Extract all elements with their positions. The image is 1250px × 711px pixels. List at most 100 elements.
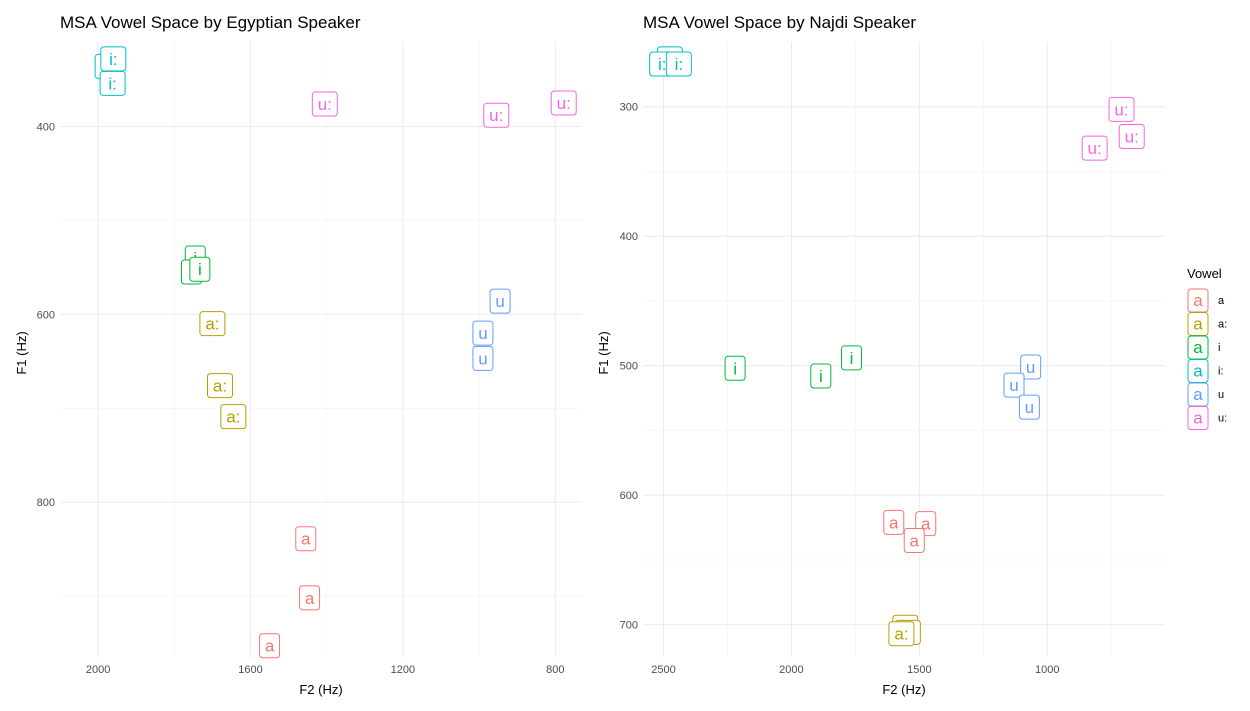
legend-item: a i: <box>1187 359 1224 383</box>
point-label-box <box>1108 96 1135 122</box>
point-label-text: a <box>301 530 311 549</box>
legend-item: a u: <box>1187 406 1227 430</box>
legend-key-glyph: a <box>1193 409 1203 428</box>
point-label-box <box>888 621 915 647</box>
point-label-box <box>665 51 692 77</box>
egyptian-y-tick-label: 400 <box>37 122 55 134</box>
point-label-text: a: <box>205 315 219 334</box>
point-label-box <box>472 320 494 346</box>
egyptian-x-tick-label: 2000 <box>86 664 110 676</box>
egyptian-x-ticks: 2000 1600 1200 800 <box>86 664 565 676</box>
point-label-box <box>220 404 247 430</box>
najdi-point-i: i <box>724 355 746 381</box>
point-label-box <box>299 585 321 611</box>
point-label-text: a: <box>213 377 227 396</box>
point-label-text: u <box>478 324 487 343</box>
egyptian-y-ticks: 400 600 800 <box>37 122 55 510</box>
egyptian-point-ilong: i: <box>100 46 127 72</box>
egyptian-point-along: a: <box>199 311 226 337</box>
legend-label: i <box>1218 342 1220 354</box>
legend-key-glyph: a <box>1193 315 1203 334</box>
point-label-text: i: <box>109 50 118 69</box>
egyptian-y-tick-label: 600 <box>37 309 55 321</box>
point-label-text: u: <box>1088 139 1102 158</box>
egyptian-chart-title: MSA Vowel Space by Egyptian Speaker <box>60 13 361 32</box>
najdi-point-a: a <box>883 509 905 535</box>
point-label-box <box>883 509 905 535</box>
najdi-point-u: u <box>1020 354 1042 380</box>
egyptian-y-axis-label: F1 (Hz) <box>14 331 29 374</box>
point-label-text: i: <box>675 55 684 74</box>
point-label-box <box>483 102 510 128</box>
point-label-box <box>99 70 126 96</box>
najdi-y-tick-label: 300 <box>620 102 638 114</box>
point-label-box <box>489 288 511 314</box>
point-label-box <box>1003 372 1025 398</box>
egyptian-point-along: a: <box>220 404 247 430</box>
point-label-text: a <box>265 637 275 656</box>
najdi-point-ulong: u: <box>1108 96 1135 122</box>
egyptian-x-tick-label: 800 <box>546 664 564 676</box>
point-label-text: a <box>305 589 315 608</box>
legend-label: u: <box>1218 413 1227 425</box>
point-label-text: u <box>495 292 504 311</box>
point-label-box <box>472 345 494 371</box>
point-label-box <box>1118 124 1145 150</box>
egyptian-x-axis-label: F2 (Hz) <box>299 682 342 697</box>
point-label-text: u: <box>1125 128 1139 147</box>
egyptian-gridlines <box>60 42 582 657</box>
najdi-point-u: u <box>1003 372 1025 398</box>
najdi-point-u: u <box>1018 394 1040 420</box>
point-label-box <box>810 363 832 389</box>
egyptian-point-i: i <box>189 256 211 282</box>
najdi-x-tick-label: 1500 <box>907 664 931 676</box>
point-label-box <box>311 91 338 117</box>
najdi-y-ticks: 300 400 500 600 700 <box>620 102 638 632</box>
najdi-x-tick-label: 2000 <box>779 664 803 676</box>
najdi-y-axis-label: F1 (Hz) <box>596 331 611 374</box>
egyptian-point-u: u <box>489 288 511 314</box>
egyptian-point-ulong: u: <box>550 90 577 116</box>
point-label-text: u <box>1009 376 1018 395</box>
egyptian-x-tick-label: 1200 <box>391 664 415 676</box>
point-label-text: a: <box>894 625 908 644</box>
najdi-point-ilong: i: <box>665 51 692 77</box>
point-label-box <box>295 526 317 552</box>
najdi-point-along: a: <box>888 621 915 647</box>
legend-key-glyph: a <box>1193 338 1203 357</box>
najdi-point-ulong: u: <box>1118 124 1145 150</box>
egyptian-point-along: a: <box>207 373 234 399</box>
najdi-x-ticks: 2500 2000 1500 1000 <box>651 664 1059 676</box>
point-label-text: i <box>198 260 202 279</box>
legend-label: a: <box>1218 319 1227 331</box>
najdi-x-tick-label: 1000 <box>1035 664 1059 676</box>
point-label-text: u <box>1025 398 1034 417</box>
legend-key-box <box>1187 406 1209 430</box>
point-label-box <box>841 345 863 371</box>
egyptian-point-a: a <box>295 526 317 552</box>
point-label-box <box>189 256 211 282</box>
point-label-text: a <box>910 531 920 550</box>
najdi-gridlines <box>643 42 1165 657</box>
legend-label: i: <box>1218 366 1224 378</box>
najdi-speaker-panel: MSA Vowel Space by Najdi Speaker 2500 200… <box>596 13 1165 697</box>
point-label-text: u: <box>318 95 332 114</box>
point-label-box <box>207 373 234 399</box>
legend-title: Vowel <box>1187 266 1222 281</box>
point-label-box <box>199 311 226 337</box>
point-label-text: i: <box>108 74 117 93</box>
point-label-box <box>1081 135 1108 161</box>
najdi-point-i: i <box>841 345 863 371</box>
point-label-box <box>724 355 746 381</box>
legend-items: a aa a:a ia i:a ua u: <box>1187 288 1227 430</box>
najdi-point-ulong: u: <box>1081 135 1108 161</box>
egyptian-point-a: a <box>259 633 281 659</box>
point-label-text: i <box>733 359 737 378</box>
point-label-text: u: <box>557 94 571 113</box>
